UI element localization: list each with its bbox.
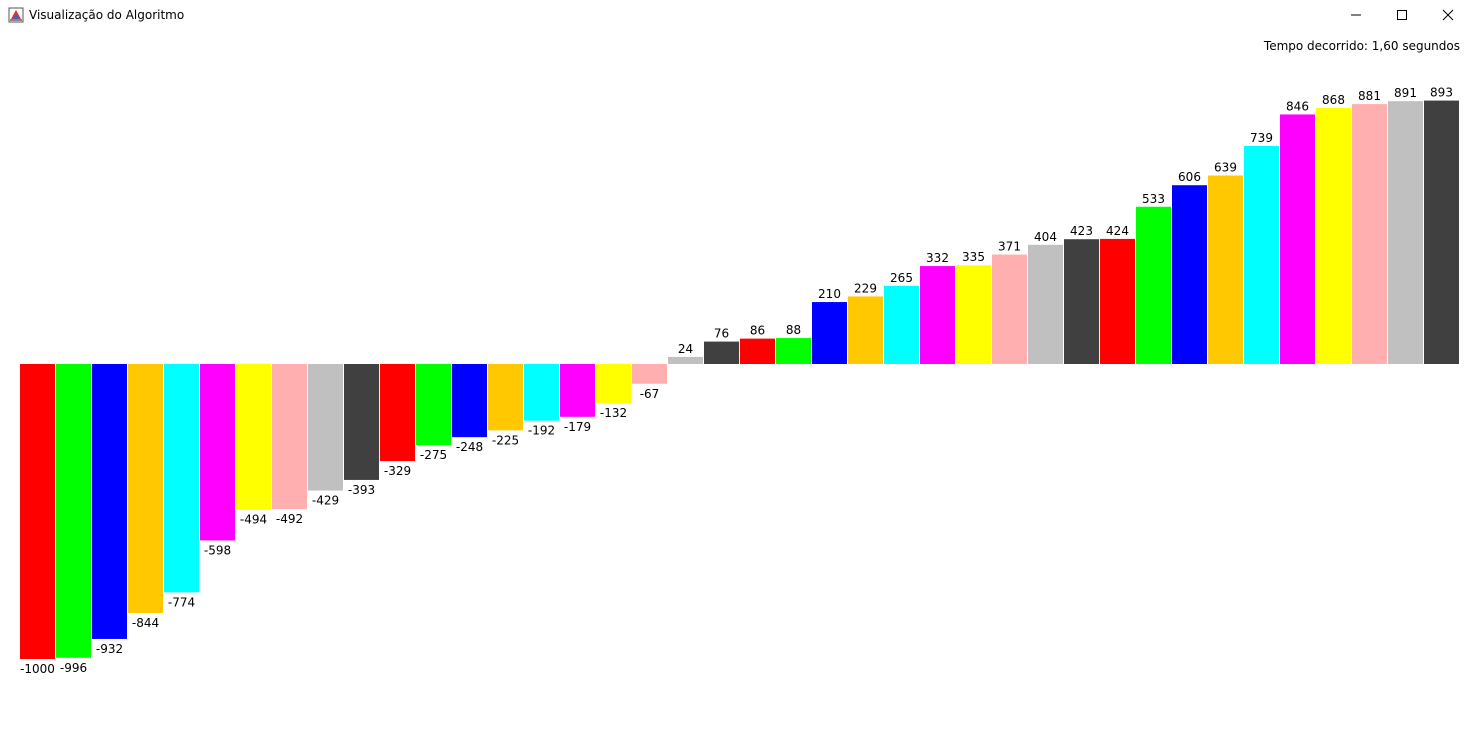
bar-value-label: 76 <box>714 327 729 341</box>
close-button[interactable] <box>1424 0 1470 30</box>
bar-13 <box>488 364 523 431</box>
bar-4 <box>164 364 199 593</box>
bar-value-label: -996 <box>60 661 87 675</box>
bar-value-label: -429 <box>312 494 339 508</box>
bar-32 <box>1172 185 1207 364</box>
bar-25 <box>920 266 955 364</box>
bar-value-label: -393 <box>348 483 375 497</box>
bar-33 <box>1208 175 1243 364</box>
bar-value-label: -329 <box>384 464 411 478</box>
bar-22 <box>812 302 847 364</box>
bar-15 <box>560 364 595 417</box>
bar-3 <box>128 364 163 613</box>
bar-value-label: 893 <box>1430 86 1453 100</box>
bar-19 <box>704 341 739 364</box>
bar-36 <box>1316 107 1351 364</box>
bar-value-label: -275 <box>420 448 447 462</box>
bar-value-label: 335 <box>962 250 985 264</box>
bar-21 <box>776 338 811 364</box>
bar-5 <box>200 364 235 541</box>
bar-value-label: 404 <box>1034 230 1057 244</box>
bar-value-label: 88 <box>786 323 801 337</box>
bar-value-label: 371 <box>998 240 1021 254</box>
maximize-button[interactable] <box>1378 0 1424 30</box>
bar-value-label: -598 <box>204 543 231 557</box>
bar-11 <box>416 364 451 446</box>
bar-29 <box>1064 239 1099 364</box>
bar-value-label: -932 <box>96 642 123 656</box>
bar-value-label: -248 <box>456 440 483 454</box>
bar-value-label: 24 <box>678 342 693 356</box>
bar-16 <box>596 364 631 403</box>
bar-value-label: 881 <box>1358 89 1381 103</box>
bar-value-label: 423 <box>1070 224 1093 238</box>
bar-12 <box>452 364 487 438</box>
bar-7 <box>272 364 307 510</box>
bar-23 <box>848 296 883 364</box>
bar-39 <box>1424 100 1459 364</box>
bar-value-label: 86 <box>750 324 765 338</box>
bar-1 <box>56 364 91 658</box>
bar-value-label: -67 <box>640 387 660 401</box>
bar-2 <box>92 364 127 639</box>
bar-value-label: -225 <box>492 433 519 447</box>
bar-26 <box>956 265 991 364</box>
bar-24 <box>884 285 919 364</box>
bar-value-label: 424 <box>1106 224 1129 238</box>
bar-9 <box>344 364 379 480</box>
bar-8 <box>308 364 343 491</box>
elapsed-time-label: Tempo decorrido: 1,60 segundos <box>1263 39 1460 53</box>
bar-value-label: 739 <box>1250 131 1273 145</box>
bar-30 <box>1100 238 1135 364</box>
bar-38 <box>1388 101 1423 364</box>
bar-value-label: 891 <box>1394 86 1417 100</box>
minimize-button[interactable] <box>1332 0 1378 30</box>
title-bar[interactable]: Visualização do Algoritmo <box>0 0 1470 30</box>
bar-value-label: 868 <box>1322 93 1345 107</box>
bar-17 <box>632 364 667 384</box>
bar-value-label: 229 <box>854 281 877 295</box>
bar-28 <box>1028 244 1063 364</box>
bar-value-label: 639 <box>1214 160 1237 174</box>
bar-value-label: -774 <box>168 595 195 609</box>
bar-value-label: -192 <box>528 424 555 438</box>
bar-value-label: -132 <box>600 406 627 420</box>
bar-value-label: 606 <box>1178 170 1201 184</box>
bar-value-label: -179 <box>564 420 591 434</box>
bar-value-label: 332 <box>926 251 949 265</box>
bar-value-label: -1000 <box>20 662 55 676</box>
bar-value-label: 265 <box>890 271 913 285</box>
bar-35 <box>1280 114 1315 365</box>
bar-10 <box>380 364 415 462</box>
bar-31 <box>1136 206 1171 364</box>
bar-value-label: 846 <box>1286 99 1309 113</box>
java-app-icon <box>8 7 24 23</box>
bar-27 <box>992 254 1027 364</box>
bar-20 <box>740 338 775 364</box>
bar-37 <box>1352 104 1387 364</box>
bar-0 <box>20 364 55 659</box>
bar-value-label: -492 <box>276 512 303 526</box>
bar-value-label: 210 <box>818 287 841 301</box>
bar-18 <box>668 356 703 364</box>
bar-6 <box>236 364 271 510</box>
bar-34 <box>1244 145 1279 364</box>
window-title: Visualização do Algoritmo <box>29 8 185 22</box>
bar-value-label: 533 <box>1142 192 1165 206</box>
bar-14 <box>524 364 559 421</box>
bar-value-label: -844 <box>132 616 159 630</box>
bar-value-label: -494 <box>240 513 267 527</box>
